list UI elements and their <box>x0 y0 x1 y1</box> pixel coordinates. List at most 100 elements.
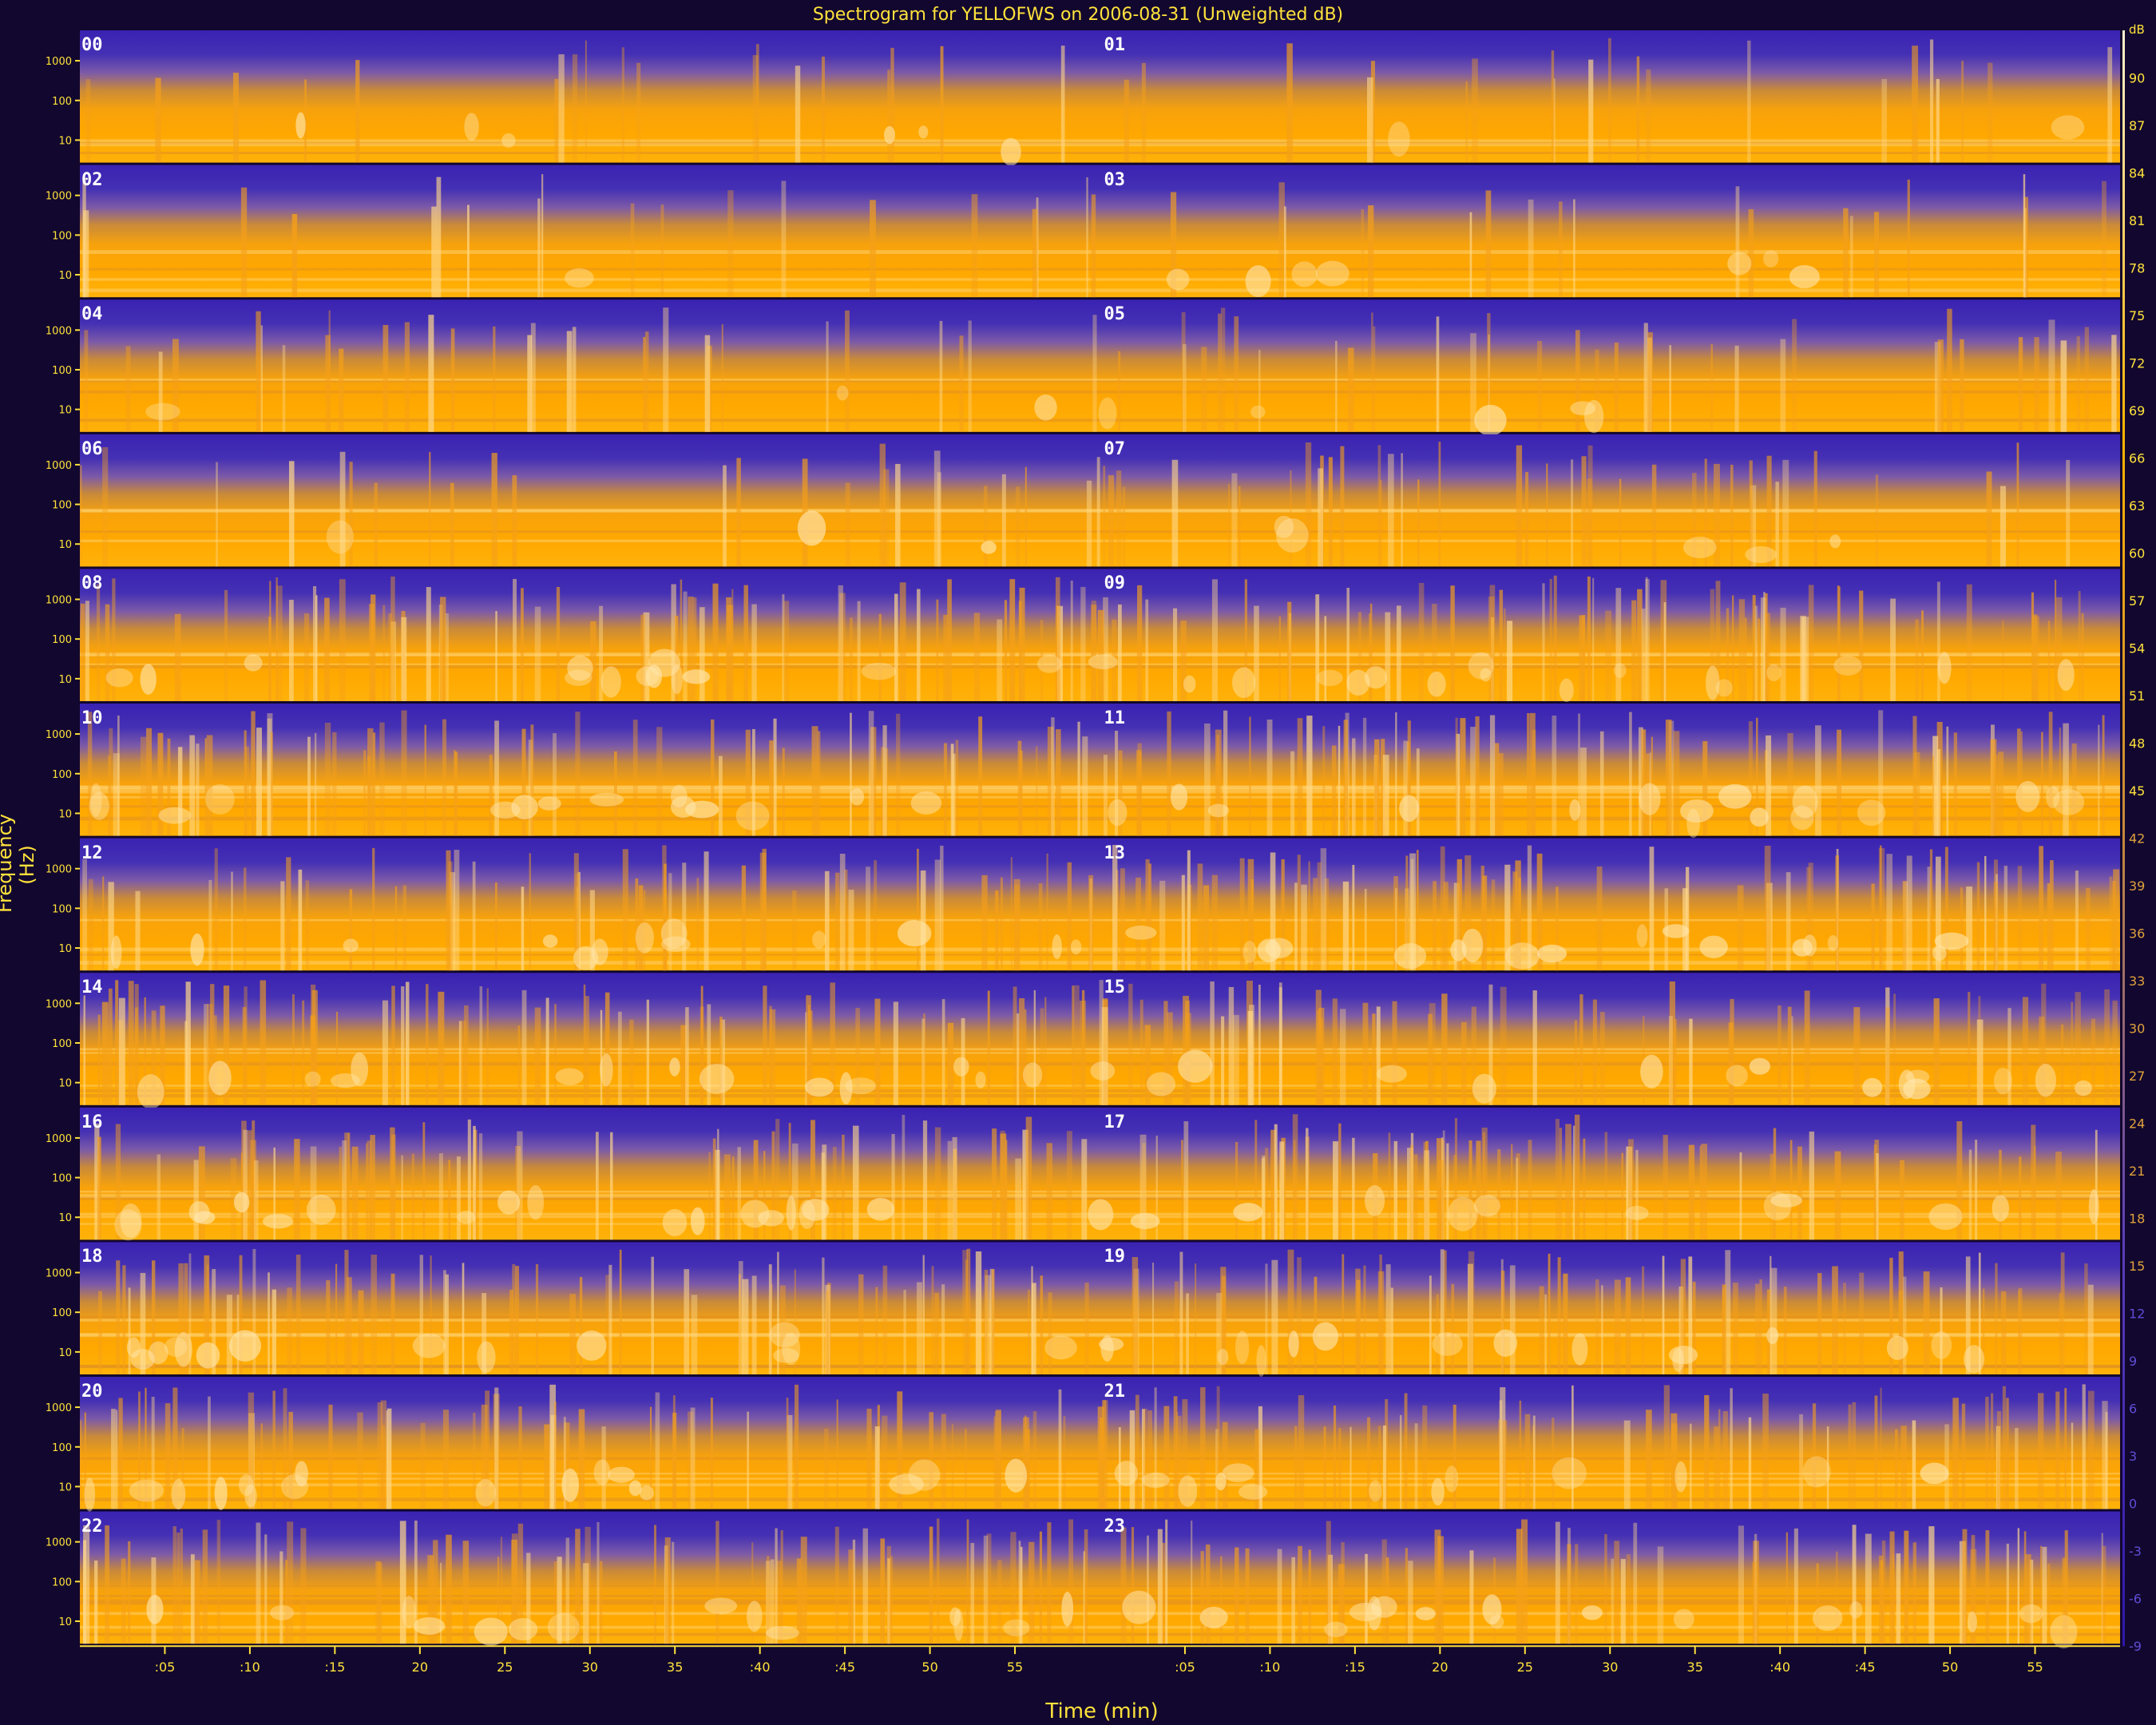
energy-blob <box>908 1459 941 1491</box>
burst <box>1293 1140 1296 1240</box>
burst <box>1373 1153 1378 1240</box>
burst <box>1516 445 1523 567</box>
burst <box>375 1560 381 1644</box>
burst <box>1220 307 1226 432</box>
energy-blob <box>839 1072 853 1104</box>
burst <box>712 583 719 701</box>
burst <box>401 710 407 836</box>
burst <box>464 1005 469 1105</box>
burst <box>2062 1557 2067 1644</box>
burst <box>83 995 86 1105</box>
burst <box>2075 992 2081 1105</box>
burst <box>390 621 396 701</box>
burst <box>1528 199 1534 298</box>
burst <box>436 176 442 298</box>
burst <box>1813 450 1817 567</box>
freq-tick-label: 100 <box>52 230 72 242</box>
energy-blob <box>786 1195 796 1231</box>
burst <box>685 1007 689 1105</box>
burst <box>783 601 790 701</box>
burst <box>1504 608 1506 701</box>
energy-blob <box>412 1333 446 1358</box>
burst <box>1120 1527 1127 1644</box>
burst <box>1291 1556 1295 1644</box>
burst <box>339 348 344 432</box>
energy-blob <box>137 1074 164 1109</box>
burst <box>1489 715 1496 836</box>
energy-blob <box>1052 934 1062 960</box>
burst <box>893 1001 899 1105</box>
burst <box>1775 482 1779 567</box>
energy-blob <box>1934 932 1969 950</box>
burst <box>101 1001 109 1105</box>
burst <box>720 1019 726 1105</box>
burst <box>302 1000 305 1105</box>
burst <box>1015 486 1021 567</box>
energy-blob <box>1365 666 1388 689</box>
burst <box>984 486 988 567</box>
burst <box>1880 845 1882 971</box>
energy-blob <box>1070 939 1082 955</box>
energy-blob <box>1489 1615 1504 1629</box>
burst <box>1995 874 1998 971</box>
hour-label: 12 <box>81 843 103 863</box>
burst <box>1120 868 1125 971</box>
burst <box>576 886 578 971</box>
burst <box>981 874 988 971</box>
burst <box>1835 1551 1838 1644</box>
burst <box>971 194 978 298</box>
burst <box>1453 1404 1456 1509</box>
spectrogram-row <box>80 1377 2120 1512</box>
burst <box>1750 485 1757 567</box>
burst <box>102 876 105 971</box>
burst <box>1615 588 1622 701</box>
burst <box>1494 743 1500 836</box>
freq-tick-label: 100 <box>52 1307 72 1319</box>
burst <box>1066 1131 1072 1240</box>
colorbar-tick-label: 15 <box>2129 1259 2145 1274</box>
burst <box>2087 1390 2095 1509</box>
burst <box>1270 1129 1277 1240</box>
energy-blob <box>1682 537 1717 559</box>
burst <box>1663 602 1667 701</box>
burst <box>894 593 898 701</box>
burst <box>1338 1564 1345 1644</box>
burst <box>1103 466 1106 567</box>
burst <box>655 1392 660 1509</box>
burst <box>811 726 818 836</box>
burst <box>1239 486 1241 567</box>
burst <box>2055 579 2057 701</box>
burst <box>328 1404 333 1509</box>
burst <box>857 601 861 701</box>
energy-blob <box>1245 265 1271 298</box>
burst <box>1921 610 1924 701</box>
energy-blob <box>1680 799 1714 823</box>
burst <box>1995 1263 1998 1374</box>
energy-blob <box>343 938 359 953</box>
burst <box>1504 864 1511 971</box>
burst <box>151 1396 155 1509</box>
tonal-line <box>80 1612 2120 1616</box>
energy-blob <box>1432 1332 1463 1356</box>
tonal-line <box>80 1052 2120 1054</box>
burst <box>1442 1130 1445 1240</box>
burst <box>1083 1551 1086 1644</box>
energy-blob <box>1291 261 1318 288</box>
burst <box>1436 1294 1439 1374</box>
energy-blob <box>1686 808 1700 839</box>
burst <box>208 1396 211 1509</box>
burst <box>105 1525 109 1644</box>
x-tick-label: 25 <box>497 1660 513 1675</box>
tonal-line <box>80 391 2120 394</box>
tonal-line <box>80 139 2120 143</box>
burst <box>1104 755 1108 836</box>
burst <box>1265 1148 1269 1240</box>
burst <box>636 62 641 163</box>
burst <box>1722 1411 1728 1509</box>
burst <box>190 1554 195 1644</box>
energy-blob <box>330 1073 360 1089</box>
burst <box>937 472 941 567</box>
burst <box>2047 1563 2051 1644</box>
burst <box>822 56 825 163</box>
burst <box>1147 1535 1149 1644</box>
